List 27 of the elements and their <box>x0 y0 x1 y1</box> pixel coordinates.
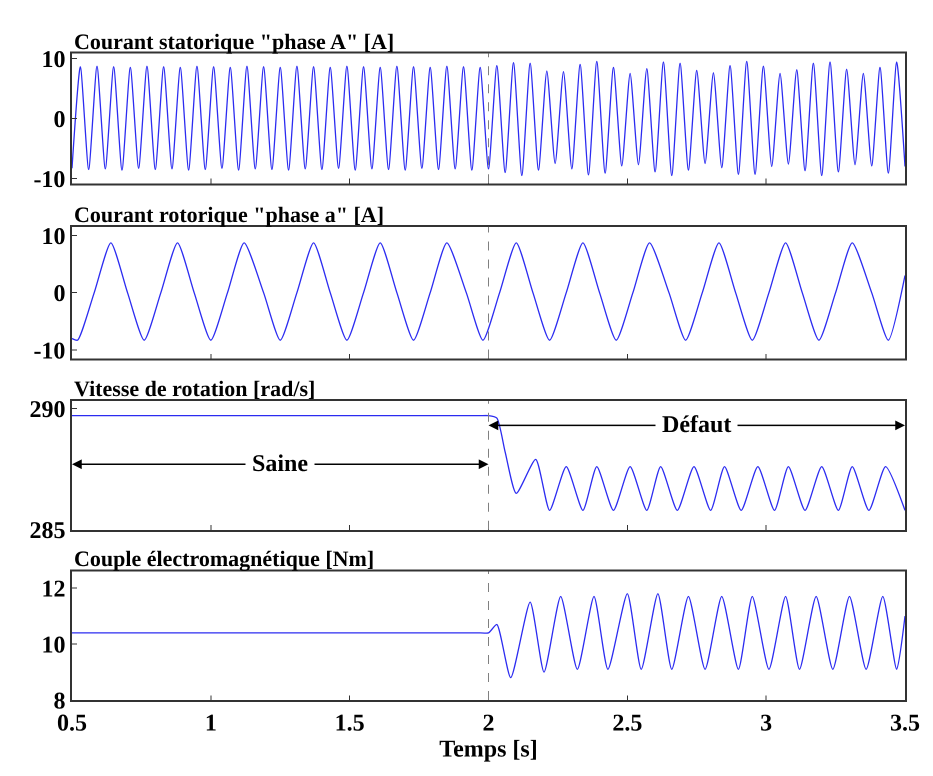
chart-title: Courant statorique "phase A" [A] <box>74 29 394 54</box>
y-tick-label: 12 <box>41 576 66 603</box>
annotation: Défaut <box>662 412 732 438</box>
annotation: Saine <box>252 451 308 477</box>
x-tick-label: 3.5 <box>890 710 920 737</box>
line-series <box>72 414 905 511</box>
x-tick-label: 1 <box>204 710 217 737</box>
chart-title: Vitesse de rotation [rad/s] <box>74 376 316 401</box>
x-axis-title: Temps [s] <box>439 736 538 763</box>
y-tick-label: 285 <box>29 518 66 544</box>
x-tick-label: 2 <box>482 710 494 737</box>
chart-title: Courant rotorique "phase a" [A] <box>74 202 384 227</box>
line-series <box>72 60 905 176</box>
y-tick-label: -10 <box>33 338 66 364</box>
chart-title: Couple électromagnétique [Nm] <box>74 546 374 571</box>
y-tick-label: 10 <box>41 632 66 658</box>
x-tick-label: 2.5 <box>612 710 642 737</box>
y-tick-label: 10 <box>41 46 66 73</box>
line-series <box>72 593 905 678</box>
x-tick-label: 3 <box>760 710 772 737</box>
y-tick-label: 290 <box>29 396 66 423</box>
line-series <box>72 242 905 341</box>
x-tick-label: 1.5 <box>334 710 365 737</box>
y-tick-label: 0 <box>53 281 66 308</box>
y-tick-label: 0 <box>53 106 66 133</box>
y-tick-label: 10 <box>41 224 66 250</box>
y-tick-label: -10 <box>33 166 66 193</box>
